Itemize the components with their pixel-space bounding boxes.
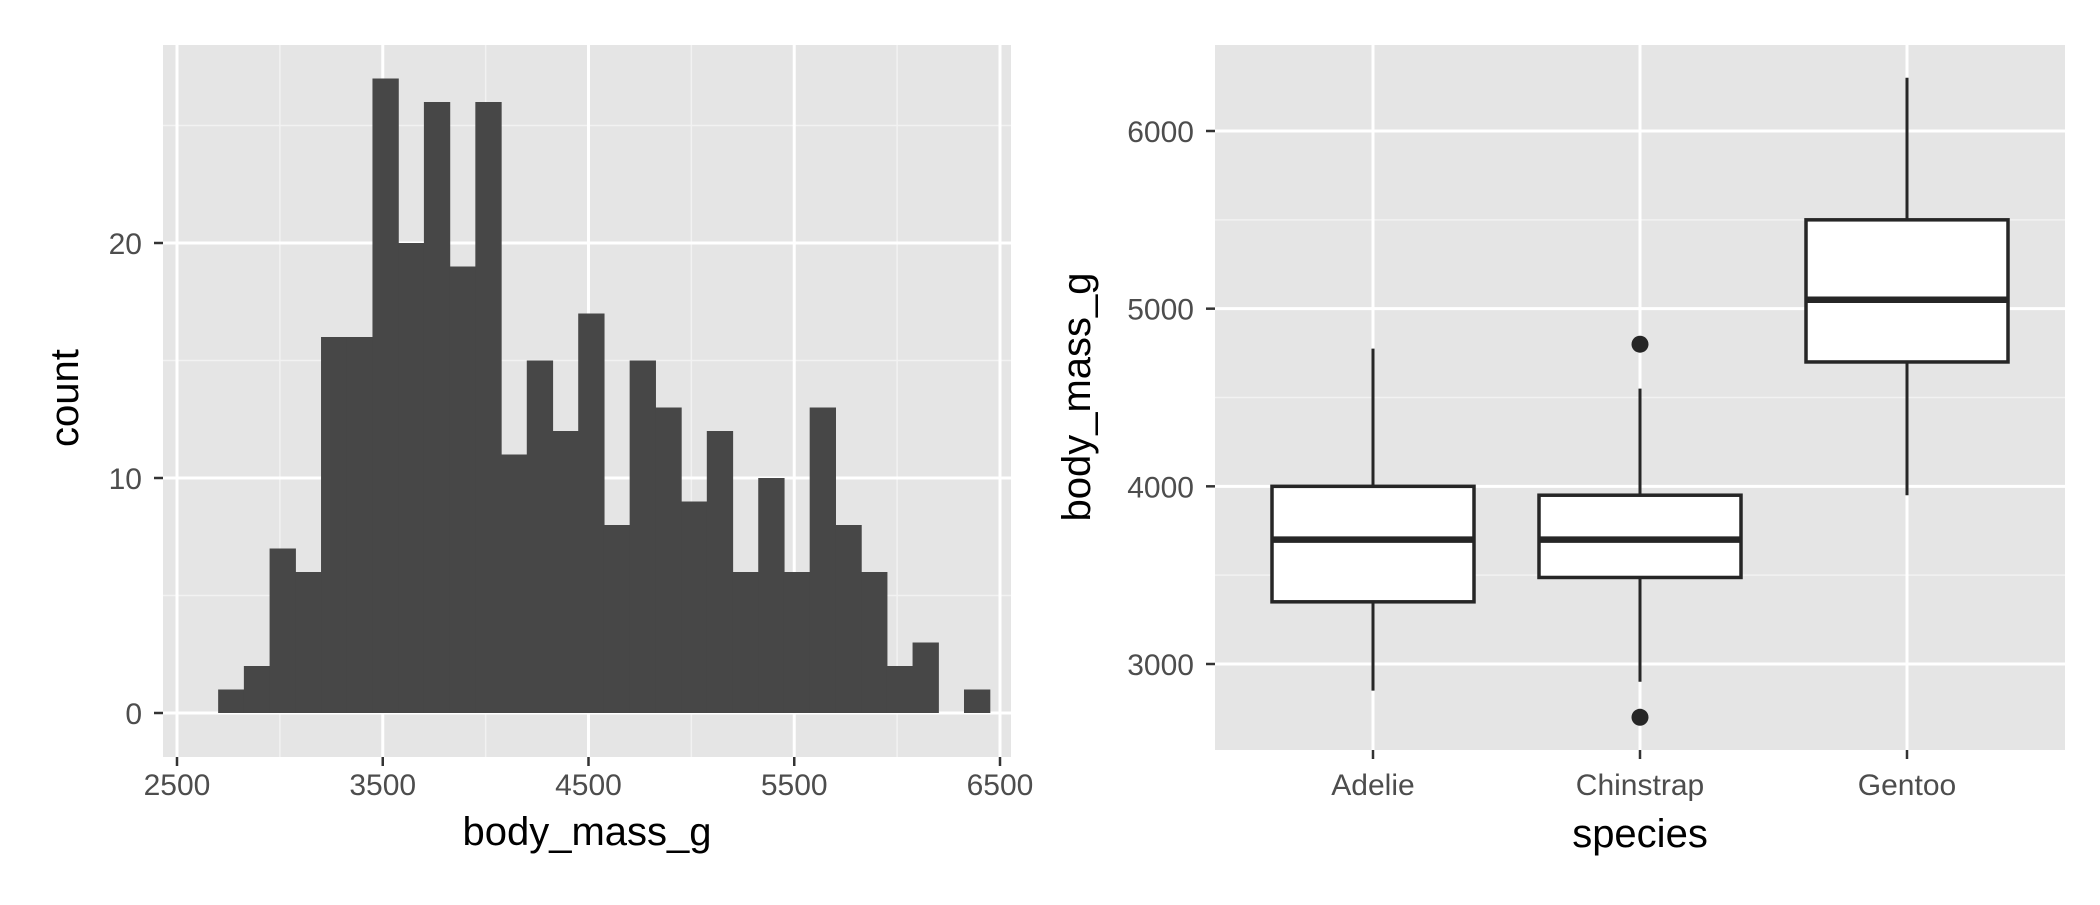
histogram-bar	[681, 501, 708, 713]
histogram-bar	[449, 266, 476, 713]
histogram-bar	[295, 572, 322, 713]
boxplot-y-tick-label: 5000	[1127, 294, 1194, 327]
histogram-bar	[372, 78, 399, 713]
boxplot-y-axis-title: body_mass_g	[1055, 272, 1099, 521]
boxplot-x-tick-label: Adelie	[1331, 769, 1414, 802]
boxplot-box	[1537, 493, 1743, 580]
boxplot-axes: 3000 4000 5000 6000 Adelie Chinstrap Gentoo	[1127, 116, 1956, 802]
histogram-bar	[655, 407, 682, 713]
histogram-bar	[963, 689, 991, 713]
histogram-bar	[321, 337, 348, 713]
histogram-bar	[629, 360, 656, 713]
histogram-x-tick-label: 4500	[555, 769, 622, 802]
boxplot-x-tick-label: Gentoo	[1858, 769, 1956, 802]
histogram-bar	[835, 525, 862, 713]
boxplot-box	[1270, 484, 1476, 604]
histogram-panel: 2500 3500 4500 5500 6500 0 10 20 body_mass_g co…	[43, 45, 1033, 854]
histogram-bar	[861, 572, 888, 713]
histogram-bar	[912, 642, 939, 713]
boxplot-marks	[1270, 77, 2010, 726]
histogram-x-tick-label: 6500	[967, 769, 1034, 802]
histogram-x-tick-label: 3500	[349, 769, 416, 802]
boxplot-y-tick-label: 3000	[1127, 649, 1194, 682]
boxplot-x-axis-title: species	[1572, 812, 1708, 856]
histogram-bar	[475, 102, 502, 713]
boxplot-outlier-point	[1631, 335, 1649, 353]
histogram-bar	[501, 454, 528, 713]
histogram-bar	[603, 525, 631, 713]
histogram-bar	[526, 360, 554, 713]
histogram-y-tick-label: 10	[109, 463, 142, 496]
histogram-bar	[783, 572, 811, 713]
boxplot-outlier-point	[1631, 708, 1649, 726]
histogram-bar	[423, 102, 451, 713]
boxplot-x-tick-label: Chinstrap	[1576, 769, 1704, 802]
histogram-bar	[398, 243, 425, 713]
histogram-bars	[218, 78, 991, 713]
histogram-x-axis-title: body_mass_g	[462, 810, 711, 854]
boxplot-y-tick-label: 6000	[1127, 116, 1194, 149]
histogram-axes: 2500 3500 4500 5500 6500 0 10 20	[109, 228, 1034, 802]
histogram-y-axis-title: count	[43, 349, 87, 447]
histogram-bar	[218, 689, 245, 713]
boxplot-y-tick-label: 4000	[1127, 471, 1194, 504]
boxplot-panel: 3000 4000 5000 6000 Adelie Chinstrap Gentoo sp…	[1055, 45, 2065, 856]
histogram-x-tick-label: 2500	[144, 769, 211, 802]
histogram-x-tick-label: 5500	[761, 769, 828, 802]
histogram-y-tick-label: 20	[109, 228, 142, 261]
histogram-bar	[732, 572, 759, 713]
boxplot-box	[1804, 218, 2010, 364]
histogram-bar	[758, 478, 785, 713]
histogram-bar	[269, 548, 296, 713]
histogram-bar	[578, 313, 605, 713]
histogram-bar	[706, 431, 734, 713]
histogram-bar	[809, 407, 836, 713]
histogram-bar	[346, 337, 374, 713]
histogram-y-tick-label: 0	[125, 698, 142, 731]
histogram-bar	[552, 431, 579, 713]
histogram-bar	[886, 666, 914, 713]
histogram-bar	[243, 666, 271, 713]
